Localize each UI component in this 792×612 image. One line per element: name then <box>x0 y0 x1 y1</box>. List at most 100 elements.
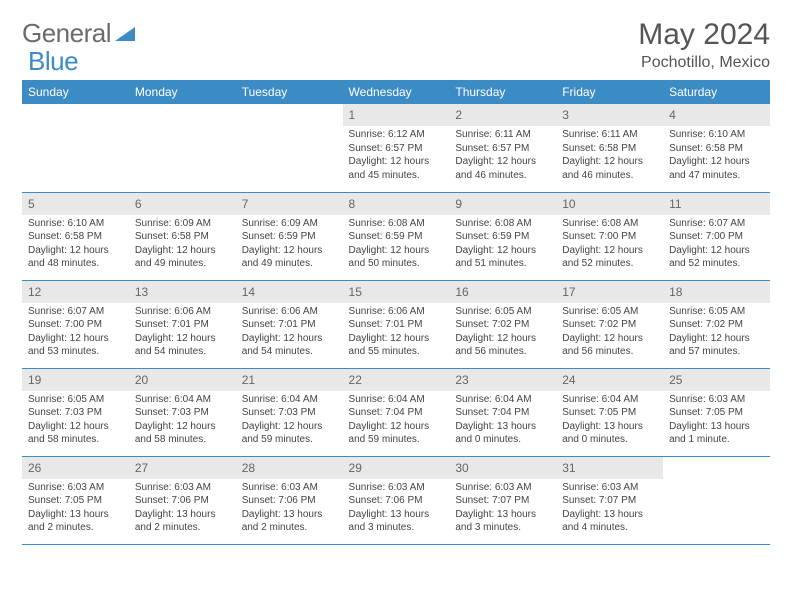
calendar-day-cell: 17Sunrise: 6:05 AMSunset: 7:02 PMDayligh… <box>556 280 663 368</box>
day-number: 31 <box>556 457 663 479</box>
day-number: 10 <box>556 193 663 215</box>
calendar-table: SundayMondayTuesdayWednesdayThursdayFrid… <box>22 80 770 545</box>
day-details: Sunrise: 6:08 AMSunset: 6:59 PMDaylight:… <box>343 215 450 275</box>
day-details: Sunrise: 6:07 AMSunset: 7:00 PMDaylight:… <box>663 215 770 275</box>
weekday-header: Monday <box>129 80 236 104</box>
calendar-day-cell: 16Sunrise: 6:05 AMSunset: 7:02 PMDayligh… <box>449 280 556 368</box>
day-details: Sunrise: 6:06 AMSunset: 7:01 PMDaylight:… <box>236 303 343 363</box>
calendar-day-cell: 25Sunrise: 6:03 AMSunset: 7:05 PMDayligh… <box>663 368 770 456</box>
calendar-day-cell: 1Sunrise: 6:12 AMSunset: 6:57 PMDaylight… <box>343 104 450 192</box>
day-number: 18 <box>663 281 770 303</box>
weekday-header: Tuesday <box>236 80 343 104</box>
day-details: Sunrise: 6:12 AMSunset: 6:57 PMDaylight:… <box>343 126 450 186</box>
calendar-day-cell: 3Sunrise: 6:11 AMSunset: 6:58 PMDaylight… <box>556 104 663 192</box>
day-number: 30 <box>449 457 556 479</box>
logo-text-blue: Blue <box>28 46 78 77</box>
calendar-day-cell: 27Sunrise: 6:03 AMSunset: 7:06 PMDayligh… <box>129 456 236 544</box>
calendar-day-cell: 22Sunrise: 6:04 AMSunset: 7:04 PMDayligh… <box>343 368 450 456</box>
logo-triangle-icon <box>115 25 137 43</box>
day-details: Sunrise: 6:04 AMSunset: 7:05 PMDaylight:… <box>556 391 663 451</box>
calendar-day-cell: 14Sunrise: 6:06 AMSunset: 7:01 PMDayligh… <box>236 280 343 368</box>
day-details: Sunrise: 6:04 AMSunset: 7:03 PMDaylight:… <box>129 391 236 451</box>
calendar-week-row: 19Sunrise: 6:05 AMSunset: 7:03 PMDayligh… <box>22 368 770 456</box>
day-details: Sunrise: 6:03 AMSunset: 7:07 PMDaylight:… <box>449 479 556 539</box>
calendar-day-cell: 18Sunrise: 6:05 AMSunset: 7:02 PMDayligh… <box>663 280 770 368</box>
day-number: 26 <box>22 457 129 479</box>
day-number: 14 <box>236 281 343 303</box>
day-number: 24 <box>556 369 663 391</box>
day-number: 1 <box>343 104 450 126</box>
calendar-day-cell: 20Sunrise: 6:04 AMSunset: 7:03 PMDayligh… <box>129 368 236 456</box>
day-details: Sunrise: 6:11 AMSunset: 6:58 PMDaylight:… <box>556 126 663 186</box>
day-number: 29 <box>343 457 450 479</box>
day-number: 23 <box>449 369 556 391</box>
calendar-week-row: 12Sunrise: 6:07 AMSunset: 7:00 PMDayligh… <box>22 280 770 368</box>
calendar-day-cell: 8Sunrise: 6:08 AMSunset: 6:59 PMDaylight… <box>343 192 450 280</box>
calendar-day-cell: 28Sunrise: 6:03 AMSunset: 7:06 PMDayligh… <box>236 456 343 544</box>
day-details: Sunrise: 6:05 AMSunset: 7:02 PMDaylight:… <box>556 303 663 363</box>
weekday-header: Saturday <box>663 80 770 104</box>
day-number: 13 <box>129 281 236 303</box>
day-details: Sunrise: 6:10 AMSunset: 6:58 PMDaylight:… <box>663 126 770 186</box>
day-details: Sunrise: 6:04 AMSunset: 7:04 PMDaylight:… <box>343 391 450 451</box>
day-details: Sunrise: 6:03 AMSunset: 7:07 PMDaylight:… <box>556 479 663 539</box>
header: General May 2024 Pochotillo, Mexico <box>22 18 770 72</box>
day-details: Sunrise: 6:04 AMSunset: 7:03 PMDaylight:… <box>236 391 343 451</box>
logo-text-gray: General <box>22 18 111 49</box>
day-details: Sunrise: 6:03 AMSunset: 7:06 PMDaylight:… <box>236 479 343 539</box>
day-details: Sunrise: 6:03 AMSunset: 7:06 PMDaylight:… <box>343 479 450 539</box>
day-number: 28 <box>236 457 343 479</box>
calendar-day-cell: 11Sunrise: 6:07 AMSunset: 7:00 PMDayligh… <box>663 192 770 280</box>
day-number: 11 <box>663 193 770 215</box>
month-title: May 2024 <box>638 18 770 52</box>
calendar-day-cell: 31Sunrise: 6:03 AMSunset: 7:07 PMDayligh… <box>556 456 663 544</box>
day-number: 16 <box>449 281 556 303</box>
calendar-day-cell: 6Sunrise: 6:09 AMSunset: 6:58 PMDaylight… <box>129 192 236 280</box>
calendar-day-cell: 4Sunrise: 6:10 AMSunset: 6:58 PMDaylight… <box>663 104 770 192</box>
calendar-week-row: 26Sunrise: 6:03 AMSunset: 7:05 PMDayligh… <box>22 456 770 544</box>
day-details: Sunrise: 6:03 AMSunset: 7:05 PMDaylight:… <box>663 391 770 451</box>
calendar-day-cell: 10Sunrise: 6:08 AMSunset: 7:00 PMDayligh… <box>556 192 663 280</box>
day-number: 4 <box>663 104 770 126</box>
calendar-week-row: 1Sunrise: 6:12 AMSunset: 6:57 PMDaylight… <box>22 104 770 192</box>
title-block: May 2024 Pochotillo, Mexico <box>638 18 770 72</box>
calendar-day-cell: 23Sunrise: 6:04 AMSunset: 7:04 PMDayligh… <box>449 368 556 456</box>
day-number: 8 <box>343 193 450 215</box>
calendar-body: 1Sunrise: 6:12 AMSunset: 6:57 PMDaylight… <box>22 104 770 544</box>
calendar-day-cell: 13Sunrise: 6:06 AMSunset: 7:01 PMDayligh… <box>129 280 236 368</box>
day-details: Sunrise: 6:11 AMSunset: 6:57 PMDaylight:… <box>449 126 556 186</box>
calendar-day-cell <box>236 104 343 192</box>
day-number: 3 <box>556 104 663 126</box>
day-details: Sunrise: 6:05 AMSunset: 7:02 PMDaylight:… <box>663 303 770 363</box>
day-details: Sunrise: 6:10 AMSunset: 6:58 PMDaylight:… <box>22 215 129 275</box>
calendar-day-cell <box>22 104 129 192</box>
day-details: Sunrise: 6:05 AMSunset: 7:03 PMDaylight:… <box>22 391 129 451</box>
location: Pochotillo, Mexico <box>638 54 770 72</box>
calendar-day-cell: 9Sunrise: 6:08 AMSunset: 6:59 PMDaylight… <box>449 192 556 280</box>
day-number: 6 <box>129 193 236 215</box>
day-details: Sunrise: 6:07 AMSunset: 7:00 PMDaylight:… <box>22 303 129 363</box>
day-number: 19 <box>22 369 129 391</box>
calendar-day-cell: 30Sunrise: 6:03 AMSunset: 7:07 PMDayligh… <box>449 456 556 544</box>
calendar-day-cell: 26Sunrise: 6:03 AMSunset: 7:05 PMDayligh… <box>22 456 129 544</box>
day-number: 7 <box>236 193 343 215</box>
weekday-header-row: SundayMondayTuesdayWednesdayThursdayFrid… <box>22 80 770 104</box>
calendar-day-cell: 7Sunrise: 6:09 AMSunset: 6:59 PMDaylight… <box>236 192 343 280</box>
calendar-day-cell: 15Sunrise: 6:06 AMSunset: 7:01 PMDayligh… <box>343 280 450 368</box>
weekday-header: Friday <box>556 80 663 104</box>
day-number: 27 <box>129 457 236 479</box>
day-number: 2 <box>449 104 556 126</box>
calendar-day-cell: 29Sunrise: 6:03 AMSunset: 7:06 PMDayligh… <box>343 456 450 544</box>
weekday-header: Sunday <box>22 80 129 104</box>
calendar-day-cell: 24Sunrise: 6:04 AMSunset: 7:05 PMDayligh… <box>556 368 663 456</box>
calendar-day-cell: 21Sunrise: 6:04 AMSunset: 7:03 PMDayligh… <box>236 368 343 456</box>
day-details: Sunrise: 6:05 AMSunset: 7:02 PMDaylight:… <box>449 303 556 363</box>
day-details: Sunrise: 6:03 AMSunset: 7:06 PMDaylight:… <box>129 479 236 539</box>
calendar-day-cell: 19Sunrise: 6:05 AMSunset: 7:03 PMDayligh… <box>22 368 129 456</box>
day-details: Sunrise: 6:08 AMSunset: 7:00 PMDaylight:… <box>556 215 663 275</box>
calendar-day-cell: 12Sunrise: 6:07 AMSunset: 7:00 PMDayligh… <box>22 280 129 368</box>
calendar-day-cell <box>663 456 770 544</box>
day-details: Sunrise: 6:06 AMSunset: 7:01 PMDaylight:… <box>343 303 450 363</box>
day-details: Sunrise: 6:06 AMSunset: 7:01 PMDaylight:… <box>129 303 236 363</box>
calendar-day-cell: 2Sunrise: 6:11 AMSunset: 6:57 PMDaylight… <box>449 104 556 192</box>
